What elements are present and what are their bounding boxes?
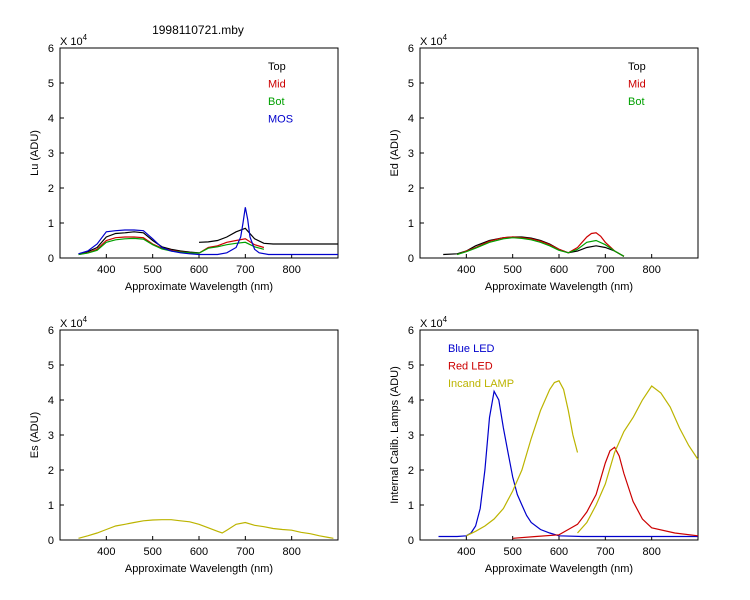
y-exponent-base: X 10	[60, 36, 83, 48]
y-exponent-power: 4	[83, 315, 88, 324]
series-line-blue-led	[438, 389, 698, 538]
x-tick-label: 700	[596, 546, 614, 558]
y-tick-label: 5	[408, 78, 414, 90]
y-exponent-power: 4	[83, 33, 88, 42]
plot-frame	[59, 329, 339, 541]
series-line-bot	[456, 237, 625, 257]
y-tick-label: 5	[48, 78, 54, 90]
x-tick-label: 400	[457, 264, 475, 276]
series-line-top	[78, 227, 338, 255]
y-exponent-power: 4	[443, 315, 448, 324]
x-tick-label: 600	[550, 546, 568, 558]
y-tick-label: 4	[408, 113, 414, 125]
y-tick-label: 6	[48, 43, 54, 55]
y-tick-label: 1	[48, 500, 54, 512]
x-tick-label: 800	[642, 546, 660, 558]
x-tick-label: 700	[236, 264, 254, 276]
legend-entry: Red LED	[448, 361, 493, 373]
series-line-mid	[456, 232, 625, 257]
y-tick-label: 0	[48, 253, 54, 265]
x-tick-label: 700	[596, 264, 614, 276]
x-tick-label: 800	[282, 546, 300, 558]
y-exponent-base: X 10	[60, 318, 83, 330]
x-tick-label: 400	[97, 264, 115, 276]
y-tick-label: 2	[408, 183, 414, 195]
y-tick-label: 5	[408, 360, 414, 372]
series-line-top	[443, 236, 625, 257]
y-tick-label: 6	[408, 43, 414, 55]
series-line-incand-lamp	[466, 380, 699, 537]
y-tick-label: 1	[408, 500, 414, 512]
legend-entry: Incand LAMP	[448, 378, 514, 390]
series-line-es	[78, 519, 334, 539]
figure-title: 1998110721.mby	[152, 23, 244, 37]
y-axis-label: Es (ADU)	[29, 412, 41, 458]
y-tick-label: 3	[408, 430, 414, 442]
series-line-red-led	[512, 446, 699, 539]
y-tick-label: 5	[48, 360, 54, 372]
y-tick-label: 1	[48, 218, 54, 230]
y-tick-label: 0	[48, 535, 54, 547]
y-tick-label: 0	[408, 253, 414, 265]
series-line-mid	[78, 236, 265, 256]
x-tick-label: 700	[236, 546, 254, 558]
y-tick-label: 6	[408, 325, 414, 337]
y-tick-label: 4	[48, 395, 54, 407]
x-axis-label: Approximate Wavelength (nm)	[125, 281, 273, 293]
y-exponent-base: X 10	[420, 318, 443, 330]
x-tick-label: 500	[503, 546, 521, 558]
y-tick-label: 3	[48, 430, 54, 442]
y-exponent-label: X 104	[420, 33, 448, 48]
x-axis-label: Approximate Wavelength (nm)	[485, 563, 633, 575]
x-tick-label: 800	[642, 264, 660, 276]
y-tick-label: 2	[48, 183, 54, 195]
plot-frame	[419, 47, 699, 259]
x-axis-label: Approximate Wavelength (nm)	[485, 281, 633, 293]
legend-entry: MOS	[268, 114, 293, 126]
y-exponent-label: X 104	[420, 315, 448, 330]
x-tick-label: 400	[457, 546, 475, 558]
y-axis-label: Internal Calib. Lamps (ADU)	[389, 366, 401, 504]
y-axis-label: Lu (ADU)	[29, 130, 41, 176]
y-tick-label: 3	[48, 148, 54, 160]
y-axis-label: Ed (ADU)	[389, 129, 401, 176]
y-tick-label: 1	[408, 218, 414, 230]
plot-frame	[59, 47, 339, 259]
x-tick-label: 500	[143, 546, 161, 558]
legend-entry: Mid	[268, 79, 286, 91]
x-axis-label: Approximate Wavelength (nm)	[125, 563, 273, 575]
x-tick-label: 500	[503, 264, 521, 276]
y-exponent-label: X 104	[60, 315, 88, 330]
legend-entry: Top	[628, 61, 646, 73]
y-exponent-base: X 10	[420, 36, 443, 48]
series-line-mos	[78, 207, 338, 256]
x-tick-label: 600	[190, 264, 208, 276]
legend-entry: Bot	[268, 96, 285, 108]
x-tick-label: 800	[282, 264, 300, 276]
y-tick-label: 2	[48, 465, 54, 477]
y-tick-label: 6	[48, 325, 54, 337]
y-tick-label: 0	[408, 535, 414, 547]
x-tick-label: 500	[143, 264, 161, 276]
legend-entry: Mid	[628, 79, 646, 91]
x-tick-label: 400	[97, 546, 115, 558]
legend-entry: Bot	[628, 96, 645, 108]
x-tick-label: 600	[550, 264, 568, 276]
y-tick-label: 2	[408, 465, 414, 477]
y-exponent-label: X 104	[60, 33, 88, 48]
x-tick-label: 600	[190, 546, 208, 558]
y-exponent-power: 4	[443, 33, 448, 42]
y-tick-label: 4	[48, 113, 54, 125]
y-tick-label: 4	[408, 395, 414, 407]
y-tick-label: 3	[408, 148, 414, 160]
legend-entry: Top	[268, 61, 286, 73]
legend-entry: Blue LED	[448, 343, 495, 355]
